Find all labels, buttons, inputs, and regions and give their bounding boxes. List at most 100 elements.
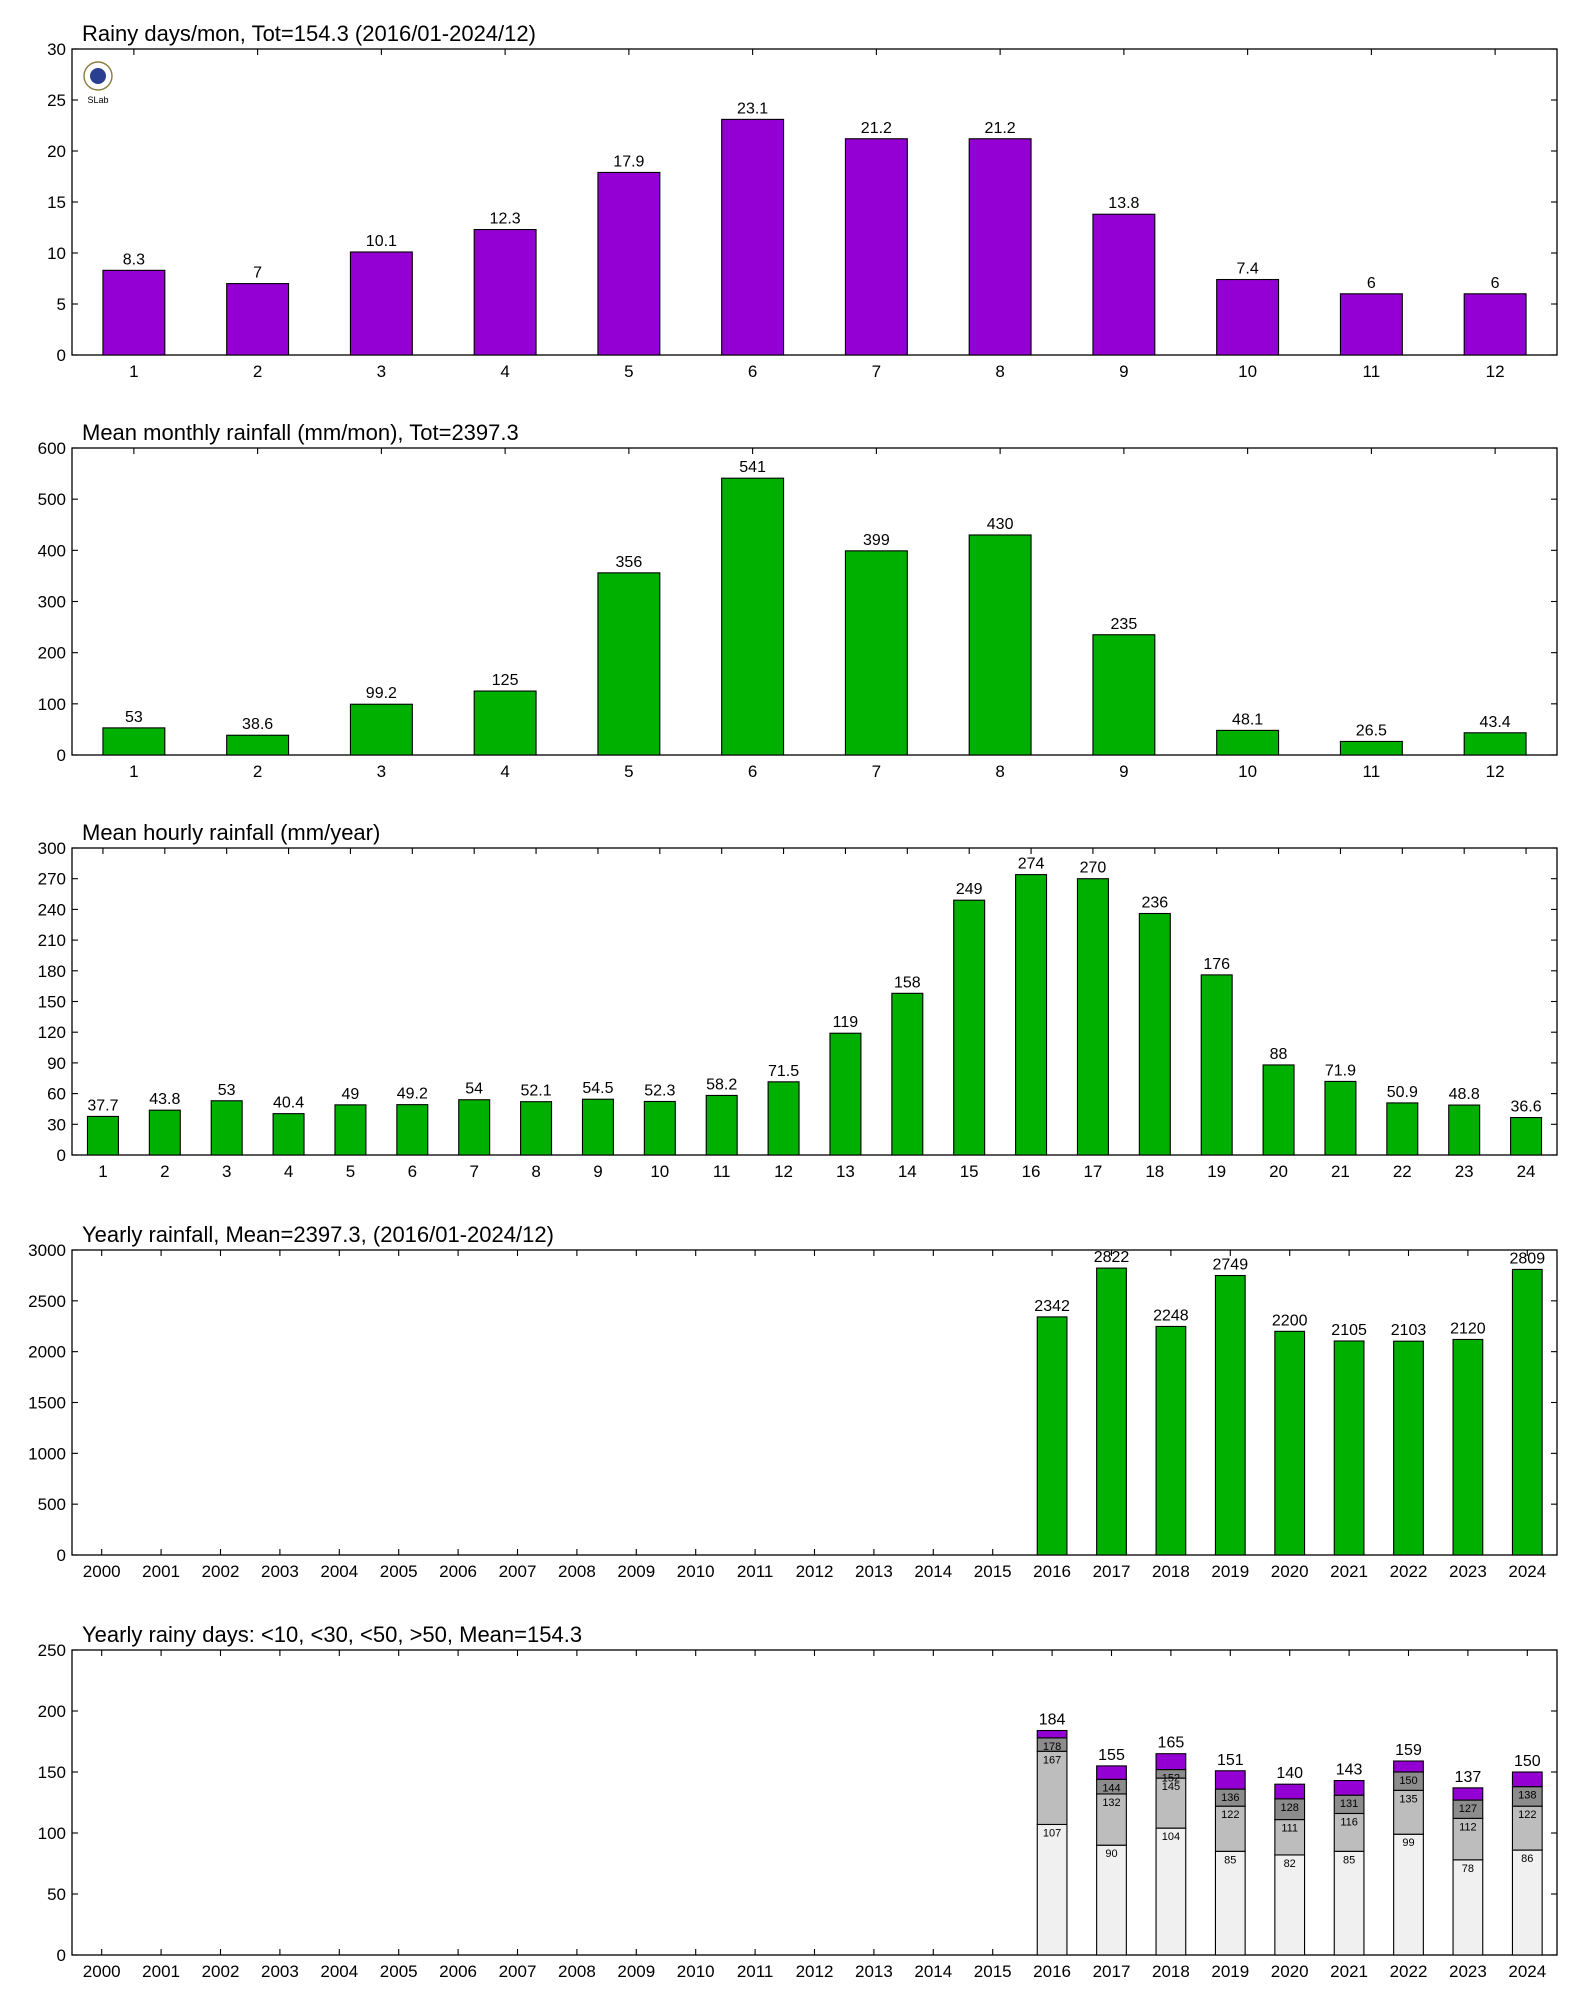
x-tick-label: 2015 — [974, 1562, 1012, 1581]
y-tick-label: 30 — [47, 1115, 66, 1134]
data-label: 49 — [342, 1086, 360, 1103]
x-tick-label: 6 — [748, 762, 757, 781]
y-tick-label: 240 — [38, 900, 66, 919]
x-tick-label: 8 — [531, 1162, 540, 1181]
x-tick-label: 12 — [774, 1162, 793, 1181]
bar — [473, 228, 537, 356]
data-label: 38.6 — [242, 716, 273, 733]
x-tick-label: 2023 — [1449, 1962, 1487, 1981]
bar — [581, 1098, 614, 1156]
x-tick-label: 7 — [872, 762, 881, 781]
x-tick-label: 2 — [253, 762, 262, 781]
bar-segment-lt10 — [1096, 1844, 1127, 1956]
x-tick-label: 9 — [1119, 362, 1128, 381]
data-label: 53 — [218, 1082, 236, 1099]
x-tick-label: 2015 — [974, 1962, 1012, 1981]
data-label: 541 — [739, 459, 766, 476]
y-tick-label: 400 — [38, 541, 66, 560]
bar-segment-lt30 — [1511, 1805, 1543, 1851]
segment-label-lt50: 136 — [1221, 1792, 1239, 1804]
bar — [721, 118, 785, 356]
x-tick-label: 2008 — [558, 1562, 596, 1581]
segment-label-lt30: 167 — [1043, 1754, 1061, 1766]
y-tick-label: 0 — [57, 346, 66, 365]
x-tick-label: 2021 — [1330, 1562, 1368, 1581]
x-tick-label: 2001 — [142, 1962, 180, 1981]
bar-segment-lt10 — [1214, 1850, 1246, 1956]
bar — [396, 1104, 429, 1156]
data-label: 6 — [1491, 275, 1500, 292]
bar — [1076, 878, 1109, 1156]
data-label: 176 — [1203, 956, 1230, 973]
bar — [1510, 1116, 1543, 1156]
y-tick-label: 3000 — [28, 1241, 66, 1260]
x-tick-label: 18 — [1145, 1162, 1164, 1181]
y-tick-label: 60 — [47, 1085, 66, 1104]
bar-segment-total — [1155, 1753, 1187, 1771]
segment-label-lt50: 178 — [1043, 1741, 1061, 1753]
segment-label-lt30: 132 — [1102, 1797, 1120, 1809]
x-tick-label: 1 — [98, 1162, 107, 1181]
segment-label-lt10: 90 — [1105, 1848, 1117, 1860]
x-tick-label: 2024 — [1508, 1962, 1546, 1981]
bar — [226, 734, 290, 756]
bar-segment-lt10 — [1155, 1827, 1187, 1956]
y-tick-label: 20 — [47, 142, 66, 161]
x-tick-label: 2019 — [1211, 1562, 1249, 1581]
y-tick-label: 150 — [38, 993, 66, 1012]
logo-emblem — [90, 68, 106, 84]
x-tick-label: 2022 — [1390, 1962, 1428, 1981]
x-tick-label: 2005 — [380, 1962, 418, 1981]
data-label: 71.9 — [1325, 1062, 1356, 1079]
x-tick-label: 2011 — [737, 1562, 774, 1581]
data-label: 274 — [1018, 856, 1045, 873]
x-tick-label: 2000 — [83, 1962, 121, 1981]
bar — [844, 138, 908, 356]
x-tick-label: 2023 — [1449, 1562, 1487, 1581]
data-label: 2200 — [1272, 1312, 1308, 1329]
bar — [767, 1081, 800, 1156]
bar-segment-total — [1393, 1760, 1424, 1773]
bar-segment-lt30 — [1274, 1819, 1306, 1856]
y-tick-label: 10 — [47, 244, 66, 263]
x-tick-label: 2013 — [855, 1562, 893, 1581]
y-tick-label: 0 — [57, 1546, 66, 1565]
y-tick-label: 270 — [38, 870, 66, 889]
y-tick-label: 200 — [38, 644, 66, 663]
y-tick-label: 25 — [47, 91, 66, 110]
y-tick-label: 500 — [38, 1495, 66, 1514]
data-label: 71.5 — [768, 1063, 799, 1080]
x-tick-label: 2002 — [202, 1562, 240, 1581]
data-label: 125 — [492, 672, 519, 689]
bar — [829, 1032, 862, 1156]
plot-frame — [71, 48, 1558, 356]
x-tick-label: 16 — [1022, 1162, 1041, 1181]
x-tick-label: 2020 — [1271, 1562, 1309, 1581]
segment-label-lt30: 116 — [1340, 1816, 1358, 1828]
x-tick-label: 2009 — [617, 1562, 655, 1581]
total-label: 184 — [1039, 1712, 1066, 1729]
y-tick-label: 0 — [57, 1146, 66, 1165]
y-tick-label: 500 — [38, 490, 66, 509]
x-tick-label: 2004 — [320, 1562, 358, 1581]
x-tick-label: 10 — [1238, 362, 1257, 381]
x-tick-label: 8 — [995, 762, 1004, 781]
x-tick-label: 4 — [284, 1162, 293, 1181]
data-label: 49.2 — [397, 1086, 428, 1103]
segment-label-lt30: 122 — [1518, 1809, 1536, 1821]
segment-label-lt50: 131 — [1340, 1798, 1358, 1810]
y-tick-label: 300 — [38, 593, 66, 612]
x-tick-label: 3 — [377, 362, 386, 381]
x-tick-label: 2002 — [202, 1962, 240, 1981]
y-tick-label: 150 — [38, 1763, 66, 1782]
data-label: 13.8 — [1108, 195, 1139, 212]
x-tick-label: 2016 — [1033, 1962, 1071, 1981]
chart-title: Yearly rainy days: <10, <30, <50, >50, M… — [82, 1622, 582, 1647]
bar — [1339, 293, 1403, 356]
x-tick-label: 2012 — [796, 1962, 834, 1981]
bar — [1333, 1340, 1365, 1556]
chart-title: Mean monthly rainfall (mm/mon), Tot=2397… — [82, 420, 519, 445]
bar — [1096, 1267, 1127, 1556]
bar — [1216, 729, 1280, 756]
